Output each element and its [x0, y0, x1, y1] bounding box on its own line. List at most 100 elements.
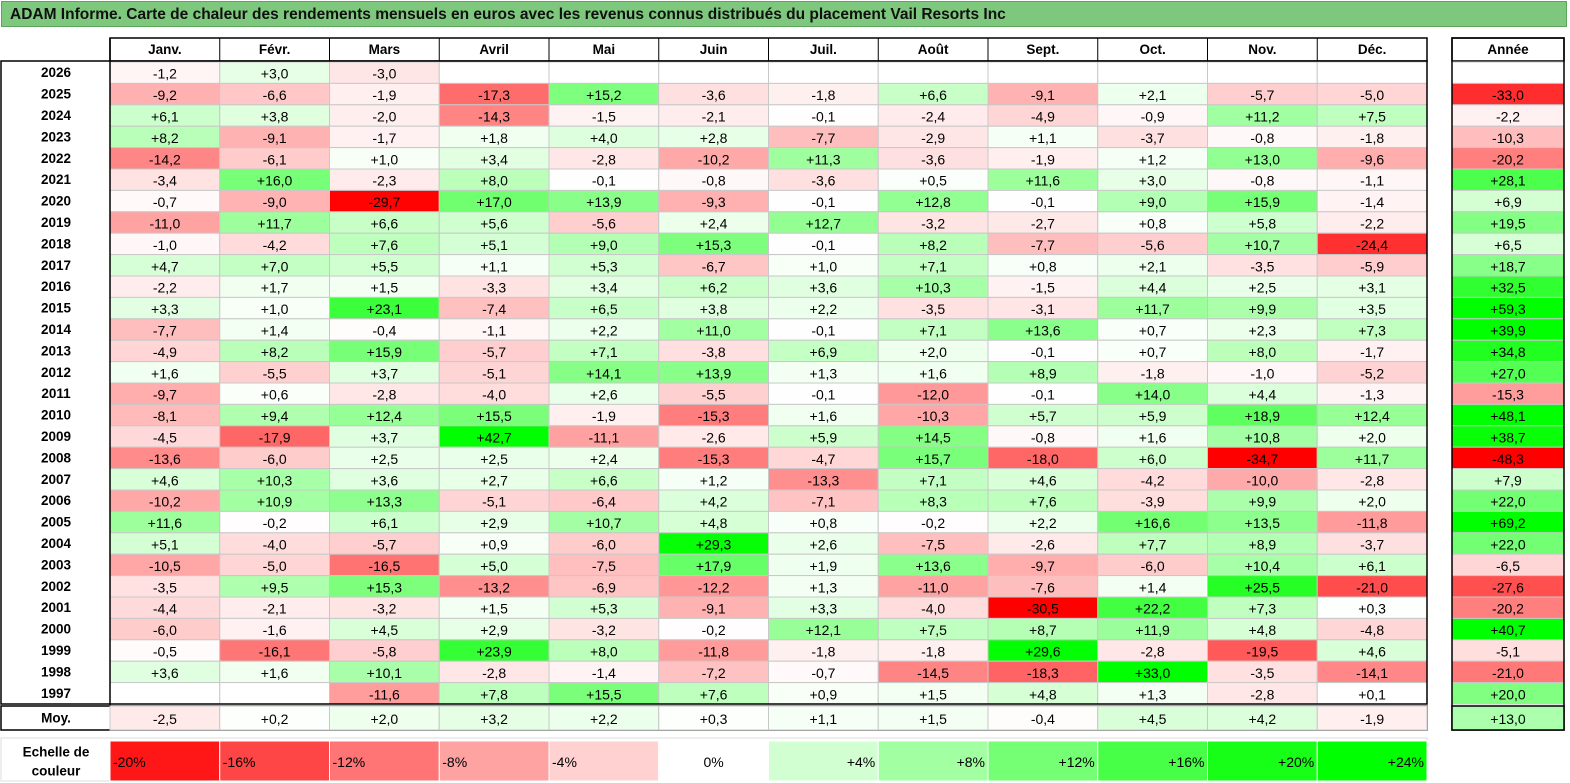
cell-value: -1,8 — [811, 87, 835, 103]
cell-value: -15,3 — [698, 451, 730, 467]
cell-value: -1,1 — [482, 323, 506, 339]
cell-value: -0,7 — [811, 665, 835, 681]
cell-value: -2,2 — [153, 280, 177, 296]
cell-value: +2,6 — [590, 387, 618, 403]
cell-value: -3,8 — [702, 344, 726, 360]
annual-value: -5,1 — [1496, 644, 1520, 660]
cell-value: -0,1 — [592, 173, 616, 189]
month-header: Sept. — [1026, 42, 1059, 57]
cell-value: -3,3 — [482, 280, 506, 296]
average-value: +0,2 — [261, 711, 289, 727]
cell-value: -2,7 — [1031, 216, 1055, 232]
cell-value: +15,9 — [1245, 194, 1281, 210]
cell-value: +7,3 — [1358, 323, 1386, 339]
cell-value: +4,0 — [590, 130, 618, 146]
cell-value: -9,7 — [1031, 558, 1055, 574]
cell-value: +3,6 — [151, 665, 179, 681]
average-cell — [109, 705, 221, 731]
cell-value: -9,3 — [702, 194, 726, 210]
cell-value: -14,3 — [478, 109, 510, 125]
cell-value: +4,2 — [700, 494, 728, 510]
cell-value: +2,7 — [480, 472, 508, 488]
year-label: 2023 — [41, 129, 72, 144]
cell-value: -0,7 — [153, 194, 177, 210]
cell-value: -3,5 — [921, 301, 945, 317]
cell-value: -5,1 — [482, 494, 506, 510]
average-value: +4,2 — [1249, 711, 1277, 727]
month-header: Déc. — [1358, 42, 1387, 57]
cell-value: +2,0 — [1358, 430, 1386, 446]
cell-value: +8,0 — [590, 644, 618, 660]
cell-value: -2,3 — [372, 173, 396, 189]
cell-value: -3,7 — [1360, 537, 1384, 553]
color-scale-swatch — [1316, 740, 1428, 782]
cell-value: -29,7 — [368, 194, 400, 210]
cell-value: +4,8 — [1029, 686, 1057, 702]
cell-value: +3,6 — [810, 280, 838, 296]
annual-value: +20,0 — [1490, 686, 1526, 702]
annual-value: -6,5 — [1496, 558, 1520, 574]
cell-value: +0,8 — [1139, 216, 1167, 232]
cell-value: -10,3 — [917, 408, 949, 424]
cell-value: -11,6 — [369, 686, 400, 702]
cell-value: +6,6 — [371, 216, 399, 232]
heatmap-cell — [1097, 61, 1208, 84]
year-label: 2020 — [41, 194, 71, 209]
cell-value: +7,0 — [261, 258, 289, 274]
cell-value: +6,1 — [1358, 558, 1386, 574]
cell-value: -7,7 — [1031, 237, 1055, 253]
cell-value: -15,3 — [698, 408, 730, 424]
cell-value: -5,9 — [1360, 258, 1384, 274]
cell-value: -6,0 — [153, 622, 177, 638]
cell-value: +5,1 — [480, 237, 508, 253]
cell-value: +3,6 — [371, 472, 399, 488]
cell-value: +0,5 — [919, 173, 947, 189]
cell-value: +1,4 — [1139, 579, 1167, 595]
cell-value: +2,5 — [480, 451, 508, 467]
cell-value: +11,7 — [257, 216, 292, 232]
cell-value: +10,3 — [257, 472, 293, 488]
cell-value: +1,1 — [480, 258, 508, 274]
cell-value: +17,0 — [476, 194, 512, 210]
year-label: 2016 — [41, 279, 72, 294]
month-header: Janv. — [148, 42, 182, 57]
cell-value: +11,0 — [696, 323, 731, 339]
cell-value: -3,6 — [702, 87, 726, 103]
cell-value: -6,7 — [702, 258, 726, 274]
cell-value: -2,6 — [702, 430, 726, 446]
heatmap-cell — [877, 61, 989, 84]
cell-value: +6,1 — [371, 515, 399, 531]
cell-value: +14,5 — [915, 430, 951, 446]
cell-value: +15,5 — [586, 686, 622, 702]
cell-value: -17,9 — [259, 430, 291, 446]
year-label: 2002 — [41, 579, 71, 594]
cell-value: -1,4 — [592, 665, 616, 681]
cell-value: +5,3 — [590, 258, 618, 274]
cell-value: +2,3 — [1249, 323, 1277, 339]
cell-value: -0,8 — [1250, 130, 1274, 146]
cell-value: +11,6 — [148, 515, 183, 531]
cell-value: -13,6 — [149, 451, 181, 467]
cell-value: +13,0 — [1245, 151, 1281, 167]
cell-value: -16,1 — [259, 644, 291, 660]
cell-value: +2,6 — [810, 537, 838, 553]
cell-value: +4,4 — [1249, 387, 1277, 403]
cell-value: +3,4 — [480, 151, 508, 167]
average-value: -2,5 — [153, 711, 177, 727]
cell-value: +3,8 — [261, 109, 289, 125]
cell-value: -10,2 — [149, 494, 181, 510]
annual-value: +38,7 — [1490, 430, 1526, 446]
cell-value: -4,7 — [811, 451, 835, 467]
color-scale-swatch — [658, 740, 769, 782]
cell-value: +11,2 — [1245, 109, 1280, 125]
annual-value: -48,3 — [1492, 451, 1524, 467]
year-label: 1997 — [41, 686, 71, 701]
cell-value: +5,0 — [480, 558, 508, 574]
cell-value: -7,6 — [1031, 579, 1055, 595]
cell-value: -1,5 — [1031, 280, 1055, 296]
cell-value: -14,2 — [149, 151, 181, 167]
cell-value: -1,8 — [811, 644, 835, 660]
cell-value: +13,9 — [586, 194, 622, 210]
cell-value: -11,0 — [149, 216, 180, 232]
color-scale-swatch — [987, 740, 1099, 782]
